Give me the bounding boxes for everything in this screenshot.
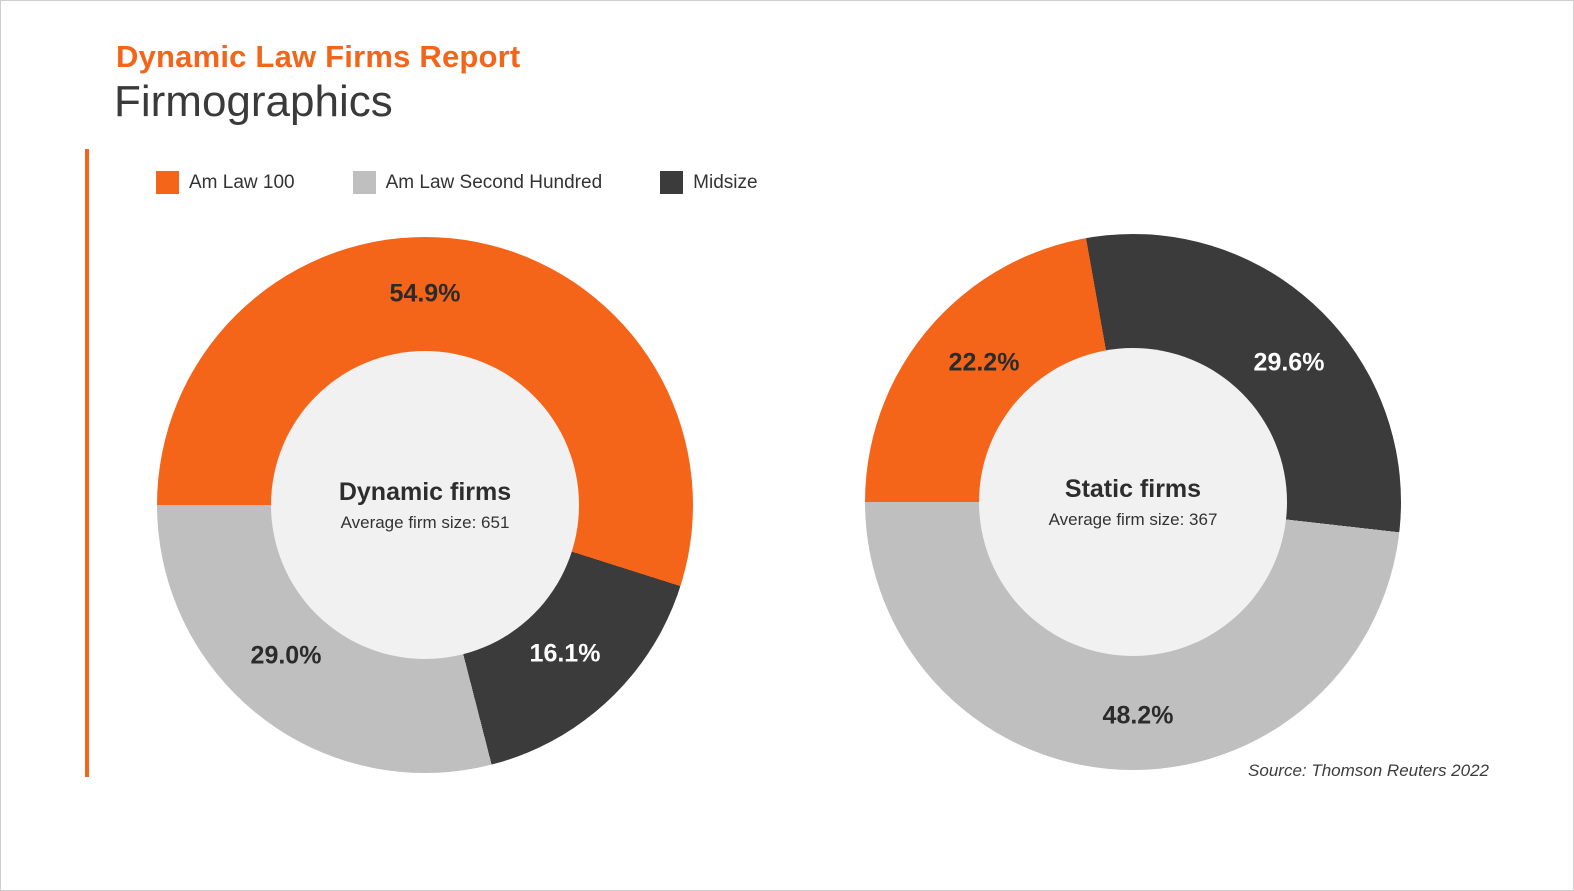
legend-swatch-midsize [660,171,684,194]
legend-swatch-am-law-second-hundred [352,171,376,194]
donut-chart-dynamic-firms: 54.9% 16.1% 29.0% Dynamic firms Average … [157,237,693,773]
slice-label-midsize: 16.1% [529,639,601,668]
legend-item-am-law-second-hundred: Am Law Second Hundred [352,171,603,194]
donut-center-dynamic-firms: Dynamic firms Average firm size: 651 [271,351,579,659]
legend-label-midsize: Midsize [693,171,758,193]
slice-label-am-law-second-hundred: 29.0% [250,641,322,670]
slice-label-am-law-100: 54.9% [389,279,461,308]
donut-chart-static-firms: 22.2% 29.6% 48.2% Static firms Average f… [865,234,1401,770]
slice-label-am-law-second-hundred: 48.2% [1102,701,1174,730]
donut-center-subtitle: Average firm size: 367 [1048,509,1218,529]
legend-label-am-law-second-hundred: Am Law Second Hundred [385,171,603,193]
donut-center-title: Dynamic firms [338,477,512,506]
legend: Am Law 100 Am Law Second Hundred Midsize [156,171,758,194]
donut-center-title: Static firms [1064,474,1202,503]
slice-label-am-law-100: 22.2% [948,348,1020,377]
legend-swatch-am-law-100 [156,171,179,194]
legend-item-midsize: Midsize [660,171,758,194]
donut-center-static-firms: Static firms Average firm size: 367 [979,348,1287,656]
report-title: Dynamic Law Firms Report [116,39,521,74]
accent-bar [85,149,89,777]
legend-label-am-law-100: Am Law 100 [189,171,295,193]
source-note: Source: Thomson Reuters 2022 [1248,761,1489,780]
donut-center-subtitle: Average firm size: 651 [340,512,510,532]
page-title: Firmographics [114,77,393,126]
legend-item-am-law-100: Am Law 100 [156,171,295,194]
slice-label-midsize: 29.6% [1253,348,1325,377]
